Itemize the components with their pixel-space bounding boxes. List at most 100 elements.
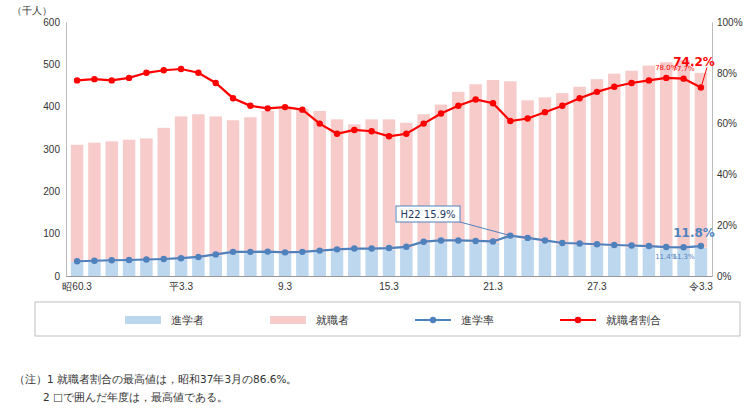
marker <box>611 242 617 248</box>
marker <box>438 237 444 243</box>
marker <box>594 89 600 95</box>
bar <box>192 114 204 258</box>
marker <box>420 239 426 245</box>
marker <box>247 249 253 255</box>
axis-line <box>67 276 713 277</box>
marker <box>524 115 530 121</box>
tick-label: 600 <box>43 17 60 28</box>
tick-label: 昭60.3 <box>62 281 92 292</box>
marker <box>403 131 409 137</box>
tick-label: 300 <box>43 144 60 155</box>
marker <box>663 244 669 250</box>
axis-line <box>66 23 67 277</box>
marker <box>472 238 478 244</box>
marker <box>74 77 80 83</box>
bar <box>660 62 672 248</box>
bar <box>313 252 325 276</box>
note: （注）1 就職者割合の最高値は，昭和37年3月の86.6%。 <box>14 373 297 385</box>
marker <box>628 242 634 248</box>
bar <box>573 87 585 245</box>
marker <box>559 103 565 109</box>
marker <box>178 255 184 261</box>
annotation-line <box>460 222 510 236</box>
bar <box>608 74 620 247</box>
line <box>77 236 701 262</box>
y-axis-title: （千人） <box>12 5 52 16</box>
tick-label: 20% <box>717 220 737 231</box>
marker <box>334 246 340 252</box>
legend-label: 就職者割合 <box>606 314 661 327</box>
marker <box>646 243 652 249</box>
marker <box>490 238 496 244</box>
tick-label: 0 <box>54 271 60 282</box>
marker <box>507 118 513 124</box>
marker <box>282 249 288 255</box>
marker <box>680 244 686 250</box>
bar <box>383 119 395 249</box>
bar <box>157 260 169 276</box>
marker <box>195 254 201 260</box>
marker <box>455 237 461 243</box>
legend: 進学者就職者進学率就職者割合 <box>35 302 740 336</box>
bar <box>556 245 568 276</box>
bar <box>279 109 291 254</box>
leader-line <box>702 68 707 85</box>
marker <box>126 75 132 81</box>
bar <box>348 124 360 249</box>
marker <box>542 109 548 115</box>
data-label: 74.2% <box>673 55 715 69</box>
bar <box>71 145 83 262</box>
marker <box>576 95 582 101</box>
legend-swatch <box>125 316 161 324</box>
bar <box>140 138 152 260</box>
legend-box <box>35 302 740 336</box>
marker <box>230 95 236 101</box>
marker <box>368 245 374 251</box>
bar <box>487 80 499 243</box>
marker <box>299 249 305 255</box>
tick-label: 100 <box>43 228 60 239</box>
marker <box>576 240 582 246</box>
marker <box>299 106 305 112</box>
bar <box>331 251 343 276</box>
marker <box>680 75 686 81</box>
marker <box>698 84 704 90</box>
tick-label: 80% <box>717 68 737 79</box>
legend-label: 進学率 <box>461 314 494 327</box>
chart: （千人）01002003004005006000%20%40%60%80%100… <box>0 0 755 416</box>
x-axis: 昭60.3平3.39.315.321.327.3令3.3 <box>62 277 713 293</box>
bar <box>192 258 204 276</box>
bar <box>608 246 620 276</box>
marker <box>490 100 496 106</box>
bar <box>487 243 499 276</box>
marker <box>74 258 80 264</box>
tick-label: 60% <box>717 118 737 129</box>
bar <box>175 116 187 259</box>
note: 2 □で囲んだ年度は，最高値である。 <box>43 391 228 403</box>
marker <box>230 249 236 255</box>
bar <box>539 242 551 276</box>
tick-label: 100% <box>717 17 743 28</box>
legend-label: 進学者 <box>171 314 204 327</box>
bar <box>521 240 533 276</box>
marker <box>178 66 184 72</box>
marker <box>109 257 115 263</box>
marker <box>542 237 548 243</box>
marker <box>247 103 253 109</box>
bar <box>261 253 273 276</box>
bar <box>88 143 100 262</box>
marker <box>594 241 600 247</box>
bar <box>504 237 516 276</box>
bar <box>383 249 395 276</box>
bar <box>348 250 360 276</box>
plot-area <box>71 60 707 276</box>
marker <box>386 245 392 251</box>
bar <box>157 128 169 260</box>
marker <box>143 256 149 262</box>
marker <box>316 120 322 126</box>
bar <box>331 119 343 250</box>
marker <box>646 77 652 83</box>
marker <box>663 75 669 81</box>
y2-axis: 0%20%40%60%80%100% <box>712 17 743 282</box>
marker <box>282 104 288 110</box>
